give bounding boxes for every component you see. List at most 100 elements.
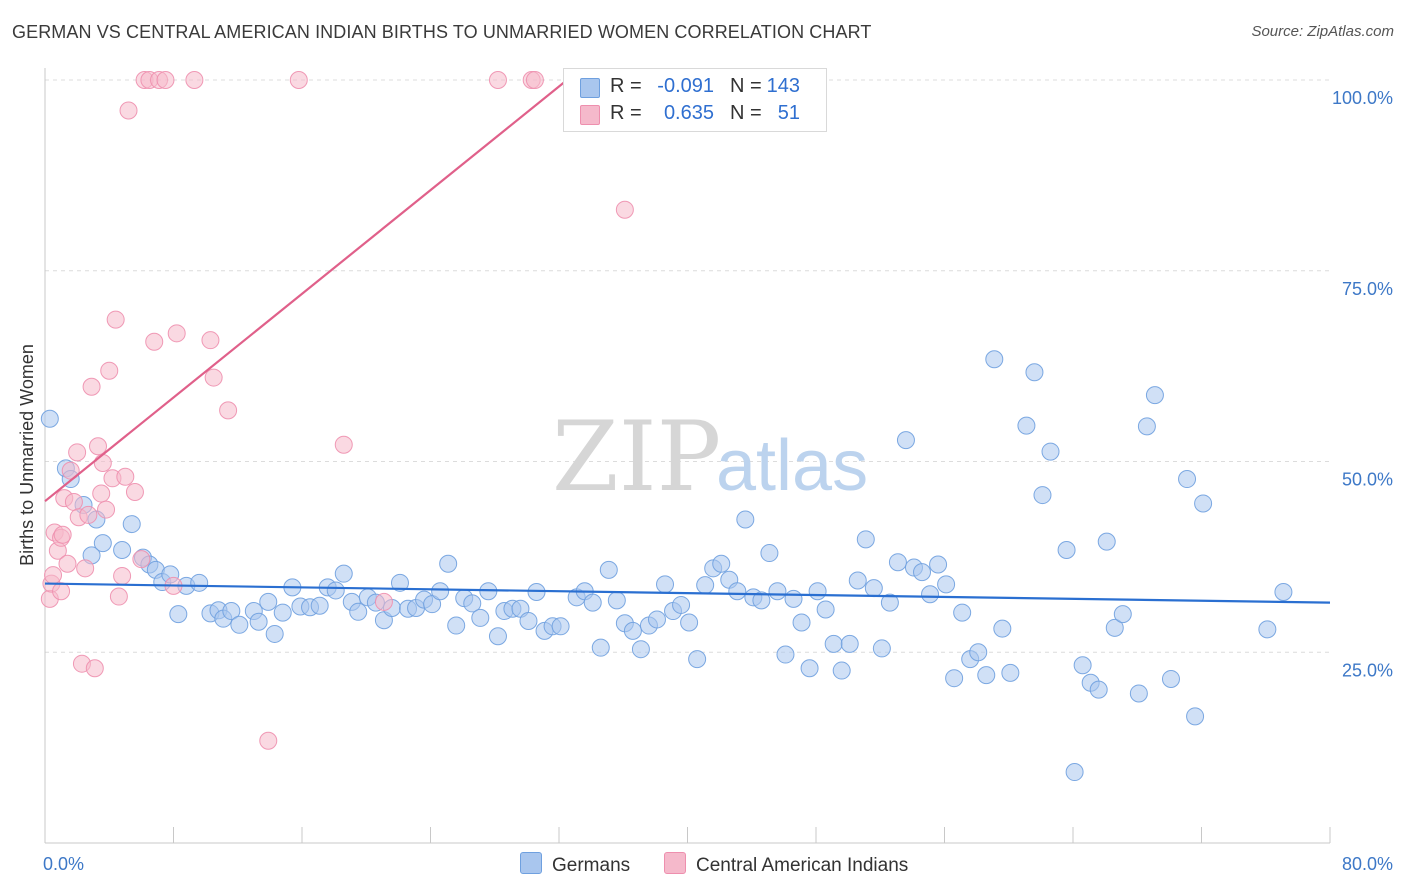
germans-point <box>551 617 570 636</box>
germans-point <box>1178 470 1197 489</box>
cai-point <box>64 492 83 511</box>
legend-n-label: N = <box>730 102 762 124</box>
germans-point <box>623 621 642 640</box>
bottom-legend-swatch-germans <box>520 852 542 874</box>
source-credit: Source: ZipAtlas.com <box>1251 23 1394 40</box>
germans-point <box>921 585 940 604</box>
germans-point <box>696 576 715 595</box>
germans-point <box>647 610 666 629</box>
legend-swatch-germans <box>580 78 600 98</box>
germans-point <box>728 582 747 601</box>
cai-point <box>204 368 223 387</box>
legend-r-value: 0.635 <box>663 102 714 124</box>
germans-point <box>326 581 345 600</box>
bottom-legend-germans: Germans <box>520 852 630 877</box>
germans-point <box>631 640 650 659</box>
germans-point <box>792 613 811 632</box>
germans-point <box>672 595 691 614</box>
x-tick-label-max: 80.0% <box>1342 854 1393 874</box>
germans-point <box>993 619 1012 638</box>
cai-point <box>119 101 138 120</box>
germans-point <box>1194 494 1213 513</box>
germans-point <box>937 575 956 594</box>
germans-point <box>607 591 626 610</box>
cai-point <box>201 331 220 350</box>
germans-point <box>439 554 458 573</box>
germans-point <box>488 627 507 646</box>
cai-point <box>44 566 63 585</box>
watermark-atlas: atlas <box>716 426 868 506</box>
cai-point <box>132 550 151 569</box>
legend-n-label: N = <box>730 75 762 97</box>
cai-point <box>219 401 238 420</box>
bottom-legend-label-cai: Central American Indians <box>696 855 909 876</box>
germans-point <box>945 669 964 688</box>
cai-point <box>100 361 119 380</box>
germans-point <box>1089 680 1108 699</box>
legend-n-value: 51 <box>777 102 800 124</box>
germans-point <box>249 612 268 631</box>
germans-trendline <box>44 582 1331 604</box>
cai-point <box>156 71 175 89</box>
germans-point <box>122 515 141 534</box>
watermark-zip: ZIP <box>552 401 721 513</box>
germans-point <box>768 582 787 601</box>
germans-point <box>712 554 731 573</box>
germans-point <box>259 592 278 611</box>
germans-point <box>1065 763 1084 782</box>
cai-point <box>82 377 101 396</box>
cai-point <box>79 505 98 524</box>
germans-point <box>816 600 835 619</box>
germans-point <box>1097 532 1116 551</box>
germans-point <box>1274 582 1293 601</box>
germans-point <box>471 608 490 627</box>
germans-point <box>929 555 948 574</box>
germans-point <box>93 534 112 553</box>
bottom-legend-swatch-cai <box>664 852 686 874</box>
chart-title: GERMAN VS CENTRAL AMERICAN INDIAN BIRTHS… <box>12 22 872 42</box>
germans-point <box>349 602 368 621</box>
cai-point <box>97 500 116 519</box>
legend-row-cai: R = 0.635 N = 51 <box>564 100 826 128</box>
x-tick-label-min: 0.0% <box>43 854 84 874</box>
cai-point <box>76 559 95 578</box>
germans-point <box>969 643 988 662</box>
germans-point <box>1057 541 1076 560</box>
germans-point <box>1025 363 1044 382</box>
germans-point <box>1129 684 1148 703</box>
germans-point <box>273 603 292 622</box>
cai-point <box>167 324 186 343</box>
germans-point <box>265 624 284 643</box>
germans-point <box>447 616 466 635</box>
germans-point <box>1258 620 1277 639</box>
germans-point <box>848 571 867 590</box>
cai-point <box>85 659 104 678</box>
germans-point <box>190 573 209 592</box>
cai-point <box>145 332 164 351</box>
cai-point <box>259 731 278 750</box>
gridlines <box>45 79 1330 653</box>
cai-point <box>68 443 87 462</box>
germans-point <box>230 615 249 634</box>
correlation-legend: R = -0.091 N = 143 R = 0.635 N = 51 <box>563 68 827 132</box>
cai-point <box>374 592 393 611</box>
cai-point <box>106 310 125 329</box>
germans-point <box>222 602 241 621</box>
germans-point <box>736 510 755 529</box>
germans-point <box>760 544 779 563</box>
cai-point <box>116 467 135 486</box>
cai-point <box>185 71 204 89</box>
legend-r-value: -0.091 <box>657 75 714 97</box>
germans-point <box>977 666 996 685</box>
cai-point <box>488 71 507 89</box>
germans-point <box>591 638 610 657</box>
germans-point <box>913 563 932 582</box>
y-tick-labels: 25.0% 50.0% 75.0% 100.0% <box>1332 88 1393 680</box>
cai-point <box>89 437 108 456</box>
y-tick-label: 50.0% <box>1342 470 1393 490</box>
germans-point <box>784 589 803 608</box>
cai-point <box>92 484 111 503</box>
legend-r-label: R = <box>610 102 642 124</box>
legend-row-germans: R = -0.091 N = 143 <box>564 73 826 101</box>
cai-point <box>525 71 544 89</box>
